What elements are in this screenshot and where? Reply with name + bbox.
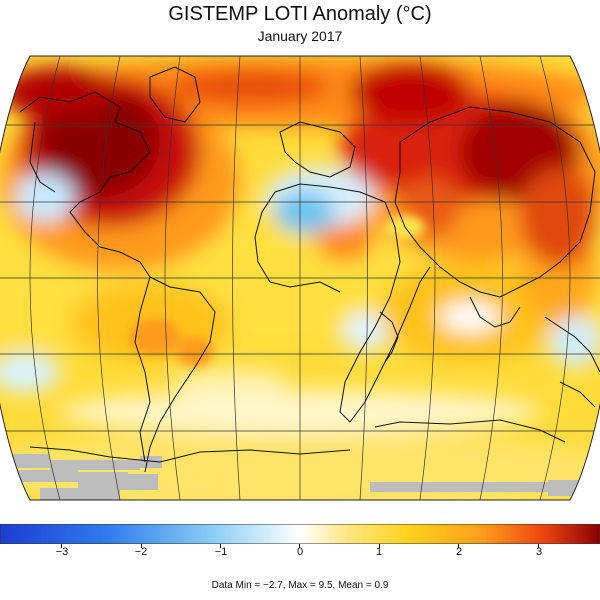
colorbar-tick — [299, 544, 300, 548]
colorbar-tick — [220, 544, 221, 548]
projection-outline — [0, 55, 600, 501]
colorbar — [0, 524, 600, 548]
data-stats: Data Min = −2.7, Max = 9.5, Mean = 0.9 — [211, 580, 389, 591]
anomaly-map — [0, 55, 600, 501]
coastlines — [19, 66, 600, 473]
colorbar-tick-label: −1 — [214, 546, 228, 558]
colorbar-tick-label: 0 — [296, 546, 304, 558]
graticule — [0, 56, 600, 500]
colorbar-tick — [538, 544, 539, 548]
colorbar-tick — [458, 544, 459, 548]
map-title: GISTEMP LOTI Anomaly (°C) — [168, 3, 432, 25]
colorbar-tick-label: −3 — [55, 546, 69, 558]
colorbar-tick-label: 1 — [375, 546, 383, 558]
colorbar-tick — [61, 544, 62, 548]
colorbar-tick-label: 2 — [455, 546, 463, 558]
colorbar-tick-label: 3 — [535, 546, 543, 558]
colorbar-tick — [141, 544, 142, 548]
colorbar-gradient — [0, 524, 600, 544]
map-subtitle: January 2017 — [257, 28, 343, 44]
colorbar-tick — [379, 544, 380, 548]
colorbar-tick-label: −2 — [134, 546, 148, 558]
